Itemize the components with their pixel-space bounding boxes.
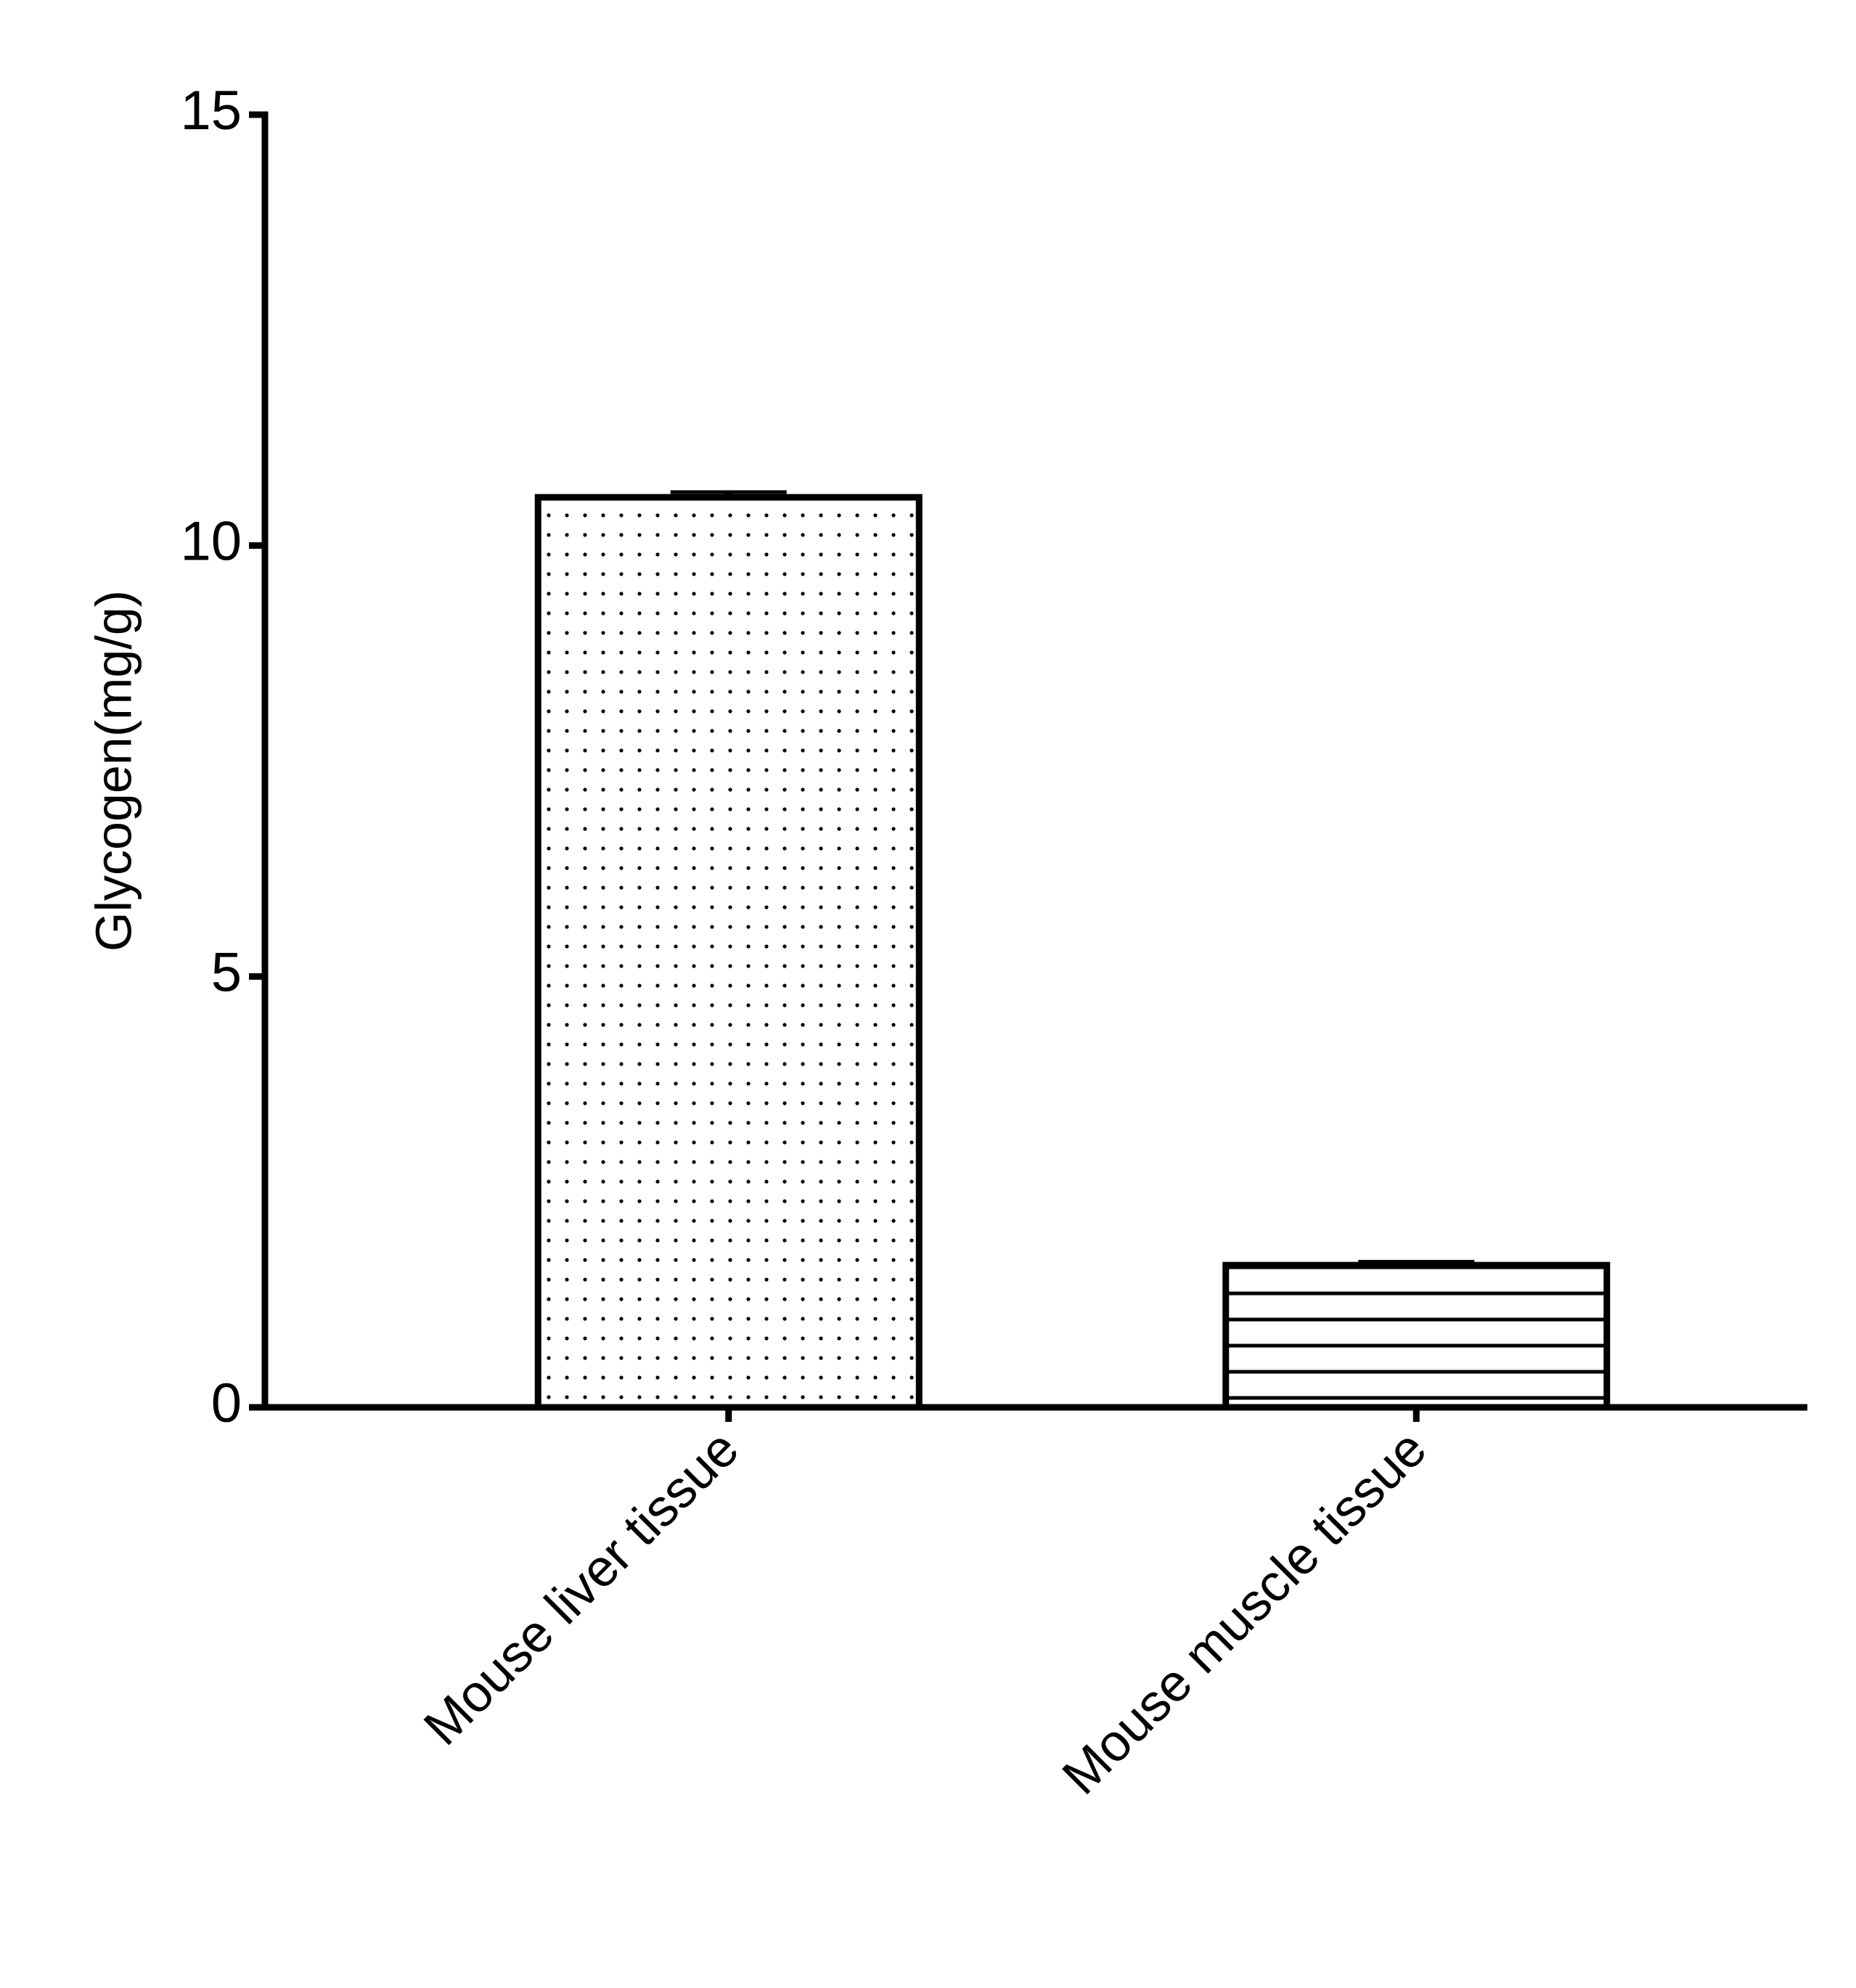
y-tick-label: 10 (180, 511, 242, 573)
bar (1222, 1261, 1611, 1411)
bar (534, 494, 923, 1411)
x-tick-label: Mouse muscle tissue (1052, 1420, 1438, 1806)
x-tick-label: Mouse liver tissue (413, 1420, 750, 1756)
y-tick-label: 5 (211, 941, 242, 1003)
y-tick-label: 15 (180, 80, 242, 142)
y-axis-label: Glycogen(mg/g) (85, 590, 142, 952)
y-tick-label: 0 (211, 1373, 242, 1434)
